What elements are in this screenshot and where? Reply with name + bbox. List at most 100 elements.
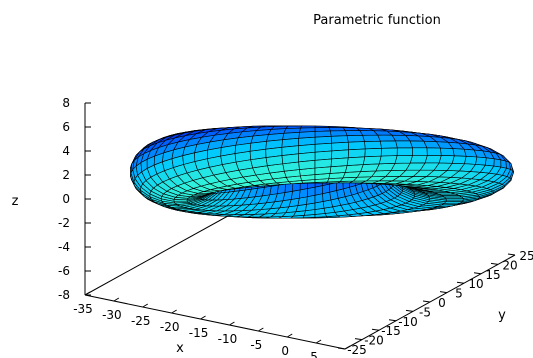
x-tick-mark (113, 297, 120, 302)
surface-facet (452, 148, 467, 157)
y-tick-label: 5 (455, 287, 463, 301)
x-tick-mark (229, 321, 235, 326)
y-tick-label: 10 (468, 277, 483, 291)
surface-facet (331, 149, 349, 160)
x-tick-label: -35 (73, 302, 93, 316)
surface-facet (298, 188, 308, 199)
y-tick-mark (354, 338, 363, 341)
z-tick-label: 4 (62, 144, 70, 158)
x-tick-mark (171, 309, 177, 314)
surface-facet (330, 135, 349, 144)
x-tick-label: -10 (218, 332, 238, 346)
surface-facet (344, 130, 364, 136)
x-tick-label: -30 (102, 308, 122, 322)
x-tick-label: -25 (131, 314, 151, 328)
surface-facet (362, 155, 382, 165)
y-tick-mark (422, 300, 431, 303)
y-tick-mark (473, 272, 482, 275)
z-tick-label: 0 (62, 192, 70, 206)
z-tick-label: -4 (58, 240, 70, 254)
surface-facet (379, 140, 398, 149)
surface-facet (475, 156, 487, 166)
y-tick-label: -15 (381, 324, 401, 338)
z-tick-label: 8 (62, 96, 70, 110)
surface-facet (265, 155, 284, 167)
surface-facet (380, 147, 398, 157)
y-tick-label: -10 (398, 315, 418, 329)
y-tick-mark (439, 291, 448, 294)
y-tick-label: -20 (364, 334, 384, 348)
y-tick-label: -5 (419, 305, 431, 319)
x-axis-line (84, 294, 346, 350)
surface-facet (314, 158, 332, 169)
y-tick-mark (507, 253, 516, 256)
surface-facet (464, 155, 478, 165)
y-tick-label: 25 (519, 249, 533, 263)
surface-facet (395, 140, 413, 149)
y-tick-mark (371, 328, 380, 331)
x-tick-mark (315, 339, 322, 344)
surface-facet (440, 147, 455, 157)
y-axis-label: y (498, 308, 506, 323)
surface-facet (346, 156, 366, 166)
x-axis-label: x (176, 341, 184, 356)
x-tick-label: 0 (281, 344, 289, 358)
surface-facet (362, 134, 381, 142)
back-axis-line (84, 200, 256, 296)
surface-facet (412, 147, 428, 156)
y-tick-mark (337, 347, 346, 350)
surface-facet (331, 141, 349, 152)
surface-facet (394, 155, 413, 164)
surface-facet (306, 194, 316, 205)
surface-facet (346, 134, 365, 143)
surface-facet (329, 130, 348, 137)
surface-facet (377, 134, 397, 142)
surface-facet (378, 155, 398, 165)
y-tick-mark (405, 309, 414, 312)
surface-facet (493, 158, 502, 168)
surface-facet (330, 157, 349, 168)
x-tick-mark (84, 291, 91, 296)
z-tick-label: -2 (58, 216, 70, 230)
x-tick-label: -5 (250, 338, 262, 352)
surface-facet (250, 157, 268, 169)
surface-facet (322, 191, 332, 202)
surface-facet (298, 160, 316, 170)
y-tick-label: 15 (485, 268, 500, 282)
surface-facet (360, 163, 380, 172)
x-tick-label: 10 (335, 356, 350, 358)
surface-facet (424, 154, 442, 164)
y-tick-mark (456, 281, 465, 284)
surface-facet (409, 154, 428, 164)
surface-facet (409, 140, 428, 149)
chart-title: Parametric function (313, 13, 441, 28)
surface-facet (438, 155, 455, 164)
z-axis-label: z (12, 194, 19, 209)
z-tick-label: -6 (58, 264, 70, 278)
y-tick-label: 20 (502, 258, 517, 272)
surface-facet (426, 147, 442, 156)
y-tick-label: 0 (438, 296, 446, 310)
x-tick-label: -15 (189, 326, 209, 340)
surface-facet (314, 193, 324, 204)
z-tick-label: 6 (62, 120, 70, 134)
x-tick-mark (200, 315, 206, 320)
surface-facet (281, 153, 300, 165)
y-tick-mark (490, 262, 499, 265)
surface-facet (484, 157, 495, 167)
surface-facet (396, 147, 413, 156)
z-tick-label: 2 (62, 168, 70, 182)
x-tick-mark (258, 327, 264, 332)
x-tick-label: -20 (160, 320, 180, 334)
surface-facet (364, 140, 382, 150)
surface-facet (364, 148, 382, 158)
surface-facet (451, 155, 467, 165)
x-tick-mark (286, 333, 293, 338)
z-tick-label: -8 (58, 288, 70, 302)
y-tick-mark (388, 319, 397, 322)
z-ticks: 8 6 4 2 0 -2 -4 -6 -8 (58, 96, 91, 302)
surface-facet (347, 148, 366, 159)
x-tick-mark (344, 345, 351, 350)
